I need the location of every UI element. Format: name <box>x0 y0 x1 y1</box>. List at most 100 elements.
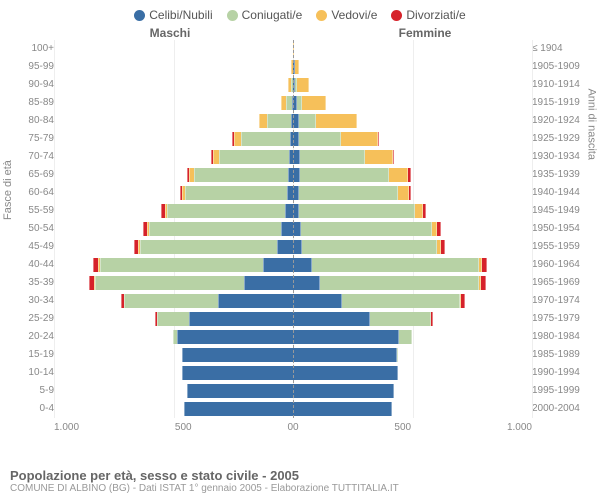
birth-label: 1980-1984 <box>532 328 590 346</box>
male-bar <box>54 168 293 182</box>
x-tick: 500 <box>394 422 411 433</box>
birth-label: 1985-1989 <box>532 346 590 364</box>
seg-c <box>187 384 293 398</box>
female-bar <box>293 366 532 380</box>
seg-v <box>295 60 299 74</box>
male-bar <box>54 42 293 56</box>
legend: Celibi/NubiliConiugati/eVedovi/eDivorzia… <box>0 0 600 22</box>
birth-label: 1905-1909 <box>532 58 590 76</box>
female-bar <box>293 42 532 56</box>
seg-d <box>431 312 433 326</box>
birth-label: ≤ 1904 <box>532 40 590 58</box>
female-bar <box>293 60 532 74</box>
male-bar <box>54 96 293 110</box>
seg-v <box>234 132 242 146</box>
legend-swatch <box>391 10 402 21</box>
seg-c <box>189 312 293 326</box>
birth-label: 1910-1914 <box>532 76 590 94</box>
seg-co <box>124 294 218 308</box>
seg-c <box>293 330 399 344</box>
male-bar <box>54 60 293 74</box>
male-bar <box>54 258 293 272</box>
seg-v <box>389 168 408 182</box>
seg-c <box>293 384 394 398</box>
x-axis: 1.0005000 05001.000 <box>0 418 600 433</box>
legend-item: Coniugati/e <box>227 8 303 22</box>
chart-subtitle: COMUNE DI ALBINO (BG) - Dati ISTAT 1° ge… <box>10 483 399 494</box>
header-female: Femmine <box>300 26 600 40</box>
seg-v <box>398 186 409 200</box>
male-bar <box>54 276 293 290</box>
age-label: 50-54 <box>10 220 54 238</box>
chart-title: Popolazione per età, sesso e stato civil… <box>10 468 399 483</box>
seg-c <box>293 348 397 362</box>
seg-co <box>267 114 291 128</box>
female-bar <box>293 132 532 146</box>
age-label: 0-4 <box>10 400 54 418</box>
seg-c <box>293 294 342 308</box>
female-bar <box>293 348 532 362</box>
birth-label: 1925-1929 <box>532 130 590 148</box>
birth-label: 1920-1924 <box>532 112 590 130</box>
seg-d <box>408 168 410 182</box>
female-bar <box>293 294 532 308</box>
male-bar <box>54 348 293 362</box>
age-label: 55-59 <box>10 202 54 220</box>
birth-label: 1990-1994 <box>532 364 590 382</box>
female-bar <box>293 402 532 416</box>
female-bar <box>293 384 532 398</box>
seg-co <box>140 240 277 254</box>
male-bar <box>54 204 293 218</box>
seg-c <box>177 330 293 344</box>
legend-label: Coniugati/e <box>242 8 303 22</box>
age-label: 10-14 <box>10 364 54 382</box>
x-ticks-right: 05001.000 <box>293 422 532 433</box>
seg-co <box>185 186 286 200</box>
seg-co <box>100 258 264 272</box>
male-bar <box>54 240 293 254</box>
footer: Popolazione per età, sesso e stato civil… <box>10 468 399 494</box>
chart-area: 100+95-9990-9485-8980-8475-7970-7465-696… <box>0 40 600 418</box>
female-bar <box>293 186 532 200</box>
seg-co <box>167 204 285 218</box>
age-label: 95-99 <box>10 58 54 76</box>
seg-co <box>219 150 289 164</box>
seg-d <box>461 294 464 308</box>
age-label: 45-49 <box>10 238 54 256</box>
seg-co <box>95 276 244 290</box>
legend-label: Vedovi/e <box>331 8 377 22</box>
age-label: 85-89 <box>10 94 54 112</box>
male-bar <box>54 222 293 236</box>
male-bar <box>54 312 293 326</box>
seg-co <box>399 330 412 344</box>
seg-c <box>182 366 293 380</box>
seg-c <box>293 258 312 272</box>
female-bar <box>293 204 532 218</box>
birth-label: 1930-1934 <box>532 148 590 166</box>
age-label: 25-29 <box>10 310 54 328</box>
female-bar <box>293 96 532 110</box>
seg-c <box>285 204 293 218</box>
seg-v <box>316 114 356 128</box>
seg-co <box>194 168 288 182</box>
age-label: 15-19 <box>10 346 54 364</box>
birth-label: 1935-1939 <box>532 166 590 184</box>
seg-c <box>293 402 392 416</box>
seg-c <box>293 150 300 164</box>
seg-c <box>218 294 293 308</box>
male-bar <box>54 294 293 308</box>
seg-co <box>397 348 398 362</box>
male-bar <box>54 186 293 200</box>
female-bar <box>293 168 532 182</box>
seg-c <box>293 276 320 290</box>
seg-d <box>441 240 445 254</box>
seg-v <box>341 132 378 146</box>
seg-c <box>244 276 293 290</box>
seg-co <box>301 222 432 236</box>
seg-c <box>293 168 300 182</box>
seg-v <box>297 78 309 92</box>
birth-label: 1965-1969 <box>532 274 590 292</box>
birth-label: 1960-1964 <box>532 256 590 274</box>
legend-swatch <box>134 10 145 21</box>
male-bar <box>54 402 293 416</box>
